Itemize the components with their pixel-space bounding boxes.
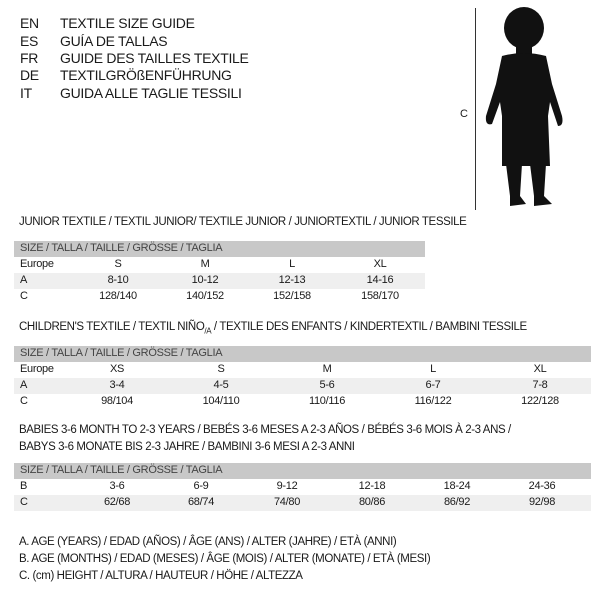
lang-code-en: EN [20, 15, 39, 31]
cell: XL [373, 258, 387, 270]
children-title-main: CHILDREN'S TEXTILE / TEXTIL NIÑO [19, 321, 205, 333]
table-row: C 128/140 140/152 152/158 158/170 [14, 289, 425, 305]
cell: 24-36 [528, 480, 556, 492]
cell: 92/98 [528, 496, 556, 508]
lang-code-de: DE [20, 67, 39, 83]
cell: S [217, 363, 225, 375]
children-title-sub: /A [204, 326, 212, 336]
lang-title-de: TEXTILGRÖßENFÜHRUNG [60, 67, 232, 83]
cell: XS [109, 363, 125, 375]
cell: 86/92 [443, 496, 471, 508]
table-row: B 3-6 6-9 9-12 12-18 18-24 24-36 [14, 479, 591, 495]
cell: 6-7 [425, 379, 441, 391]
cell: 116/122 [414, 395, 452, 407]
legend-c: C. (cm) HEIGHT / ALTURA / HAUTEUR / HÖHE… [19, 570, 303, 582]
size-header: SIZE / TALLA / TAILLE / GRÖSSE / TAGLIA [20, 242, 223, 254]
babies-title-line1: BABIES 3-6 MONTH TO 2-3 YEARS / BEBÉS 3-… [19, 424, 511, 436]
child-silhouette-icon [485, 7, 563, 206]
height-line [475, 8, 476, 210]
row-label: Europe [20, 363, 54, 375]
cell: 12-18 [358, 480, 386, 492]
row-label: C [20, 290, 28, 302]
cell: XL [533, 363, 547, 375]
cell: 80/86 [358, 496, 386, 508]
lang-title-en: TEXTILE SIZE GUIDE [60, 15, 195, 31]
size-header: SIZE / TALLA / TAILLE / GRÖSSE / TAGLIA [20, 464, 223, 476]
legend-b: B. AGE (MONTHS) / EDAD (MESES) / ÂGE (MO… [19, 553, 431, 565]
cell: M [322, 363, 332, 375]
babies-size-table: SIZE / TALLA / TAILLE / GRÖSSE / TAGLIA … [14, 463, 591, 511]
cell: 98/104 [101, 395, 133, 407]
cell: 6-9 [193, 480, 209, 492]
cell: 74/80 [273, 496, 301, 508]
cell: 68/74 [187, 496, 215, 508]
table-row: A 8-10 10-12 12-13 14-16 [14, 273, 425, 289]
cell: L [289, 258, 295, 270]
row-label: C [20, 395, 28, 407]
table-row: Europe XS S M L XL [14, 362, 591, 378]
children-title: CHILDREN'S TEXTILE / TEXTIL NIÑO/A / TEX… [19, 321, 527, 335]
lang-title-es: GUÍA DE TALLAS [60, 33, 168, 49]
junior-title: JUNIOR TEXTILE / TEXTIL JUNIOR/ TEXTILE … [19, 216, 467, 228]
cell: 18-24 [443, 480, 471, 492]
cell: 3-6 [109, 480, 125, 492]
lang-code-es: ES [20, 33, 39, 49]
cell: 10-12 [191, 274, 219, 286]
cell: S [114, 258, 122, 270]
cell: 9-12 [276, 480, 298, 492]
junior-size-table: SIZE / TALLA / TAILLE / GRÖSSE / TAGLIA … [14, 241, 425, 305]
cell: 14-16 [366, 274, 394, 286]
cell: 152/158 [273, 290, 311, 302]
cell: 5-6 [319, 379, 335, 391]
cell: L [430, 363, 436, 375]
children-title-rest: / TEXTILE DES ENFANTS / KINDERTEXTIL / B… [211, 321, 527, 333]
cell: 3-4 [109, 379, 125, 391]
table-row: C 62/68 68/74 74/80 80/86 86/92 92/98 [14, 495, 591, 511]
table-row: A 3-4 4-5 5-6 6-7 7-8 [14, 378, 591, 394]
row-label: A [20, 274, 28, 286]
lang-title-it: GUIDA ALLE TAGLIE TESSILI [60, 85, 242, 101]
cell: 12-13 [278, 274, 306, 286]
cell: 140/152 [186, 290, 224, 302]
cell: 128/140 [99, 290, 137, 302]
size-header-row: SIZE / TALLA / TAILLE / GRÖSSE / TAGLIA [14, 241, 425, 257]
row-label: Europe [20, 258, 54, 270]
size-header: SIZE / TALLA / TAILLE / GRÖSSE / TAGLIA [20, 347, 223, 359]
children-size-table: SIZE / TALLA / TAILLE / GRÖSSE / TAGLIA … [14, 346, 591, 410]
row-label: A [20, 379, 28, 391]
cell: 7-8 [532, 379, 548, 391]
size-header-row: SIZE / TALLA / TAILLE / GRÖSSE / TAGLIA [14, 346, 591, 362]
row-label: B [20, 480, 28, 492]
row-label: C [20, 496, 28, 508]
cell: 104/110 [202, 395, 240, 407]
cell: 8-10 [107, 274, 129, 286]
height-label: C [460, 108, 468, 120]
table-row: Europe S M L XL [14, 257, 425, 273]
lang-code-fr: FR [20, 50, 39, 66]
cell: 158/170 [361, 290, 399, 302]
cell: 122/128 [521, 395, 559, 407]
cell: 4-5 [213, 379, 229, 391]
table-row: C 98/104 104/110 110/116 116/122 122/128 [14, 394, 591, 410]
legend-a: A. AGE (YEARS) / EDAD (AÑOS) / ÂGE (ANS)… [19, 536, 397, 548]
cell: 110/116 [308, 395, 346, 407]
lang-code-it: IT [20, 85, 32, 101]
cell: 62/68 [103, 496, 131, 508]
lang-title-fr: GUIDE DES TAILLES TEXTILE [60, 50, 249, 66]
cell: M [200, 258, 210, 270]
size-header-row: SIZE / TALLA / TAILLE / GRÖSSE / TAGLIA [14, 463, 591, 479]
babies-title-line2: BABYS 3-6 MONATE BIS 2-3 JAHRE / BAMBINI… [19, 441, 355, 453]
